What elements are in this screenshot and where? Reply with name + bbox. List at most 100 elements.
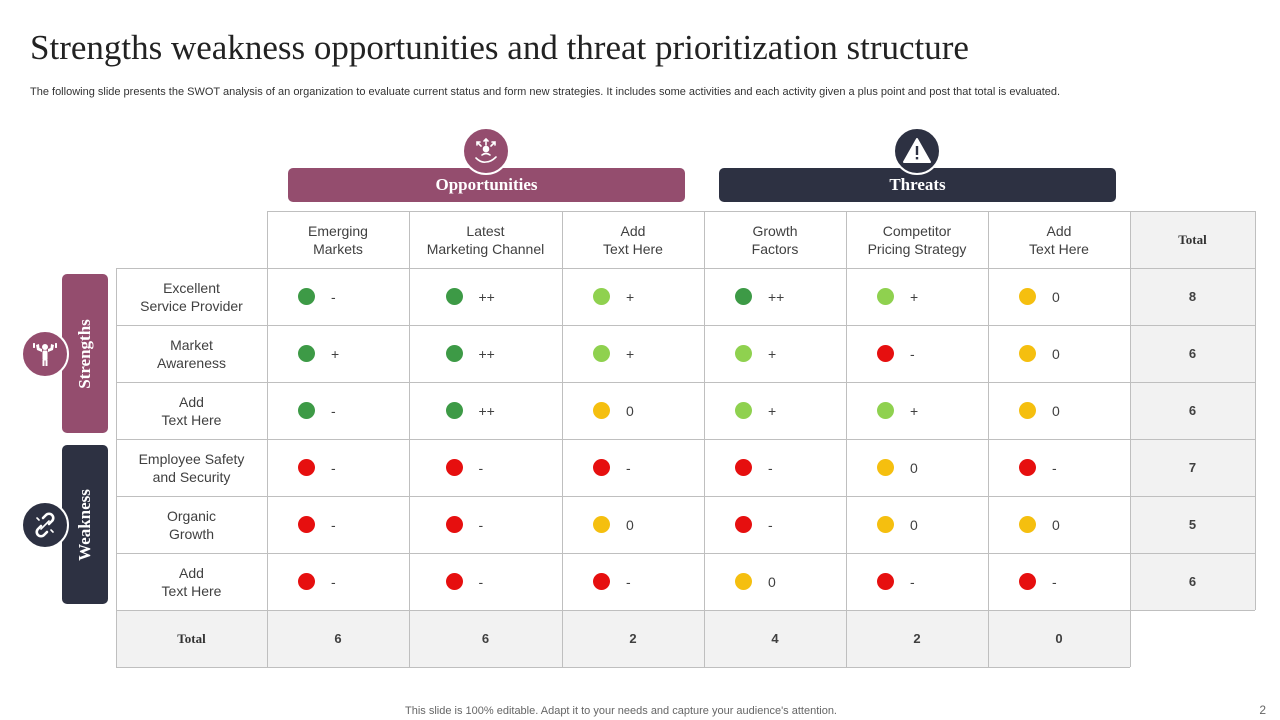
rating-dot-dark-green [298, 345, 315, 362]
column-header-line1: Add [620, 222, 646, 239]
row-label-line2: Service Provider [140, 297, 243, 314]
rating-dot-red [298, 516, 315, 533]
rating-dot-red [877, 573, 894, 590]
grid-line-v [409, 211, 410, 667]
row-label: Market Awareness [116, 325, 267, 382]
rating-dot-dark-green [445, 345, 463, 362]
row-label-line2: Growth [168, 525, 215, 542]
rating-symbol: 0 [626, 516, 634, 533]
column-header: Add Text Here [988, 211, 1130, 268]
grid-line-h [116, 496, 1255, 497]
rating-symbol: - [478, 573, 484, 590]
rating-dot-light-green [877, 402, 894, 419]
rating-symbol: 0 [910, 459, 918, 476]
column-header-line2: Factors [751, 240, 799, 257]
rating-symbol: - [331, 573, 336, 590]
grid-line-v [704, 211, 705, 667]
footer-note: This slide is 100% editable. Adapt it to… [405, 705, 837, 717]
rating-cell: - [298, 496, 347, 553]
rating-cell: - [735, 439, 784, 496]
total-row-label: Total [177, 630, 206, 646]
rating-dot-light-green [593, 288, 610, 305]
rating-dot-yellow [877, 516, 894, 533]
broken-chain-icon [21, 501, 69, 549]
rating-dot-yellow [1019, 345, 1036, 362]
grid-line-h [116, 610, 1255, 611]
rating-dot-yellow [1019, 402, 1036, 419]
column-total: 2 [629, 630, 637, 646]
rating-cell: + [877, 382, 926, 439]
rating-cell: 0 [593, 382, 642, 439]
rating-dot-red [1019, 459, 1036, 476]
rating-dot-yellow [877, 459, 894, 476]
rating-symbol: - [1052, 573, 1057, 590]
rating-cell: 0 [1019, 325, 1068, 382]
grid-line-h [267, 211, 1255, 212]
row-label-line1: Excellent [163, 279, 220, 296]
rating-dot-red [877, 345, 894, 362]
rating-cell: + [298, 325, 347, 382]
rating-symbol: + [768, 345, 777, 362]
rating-dot-dark-green [298, 402, 315, 419]
rating-cell: ++ [445, 325, 495, 382]
rating-cell: + [877, 268, 926, 325]
row-total: 6 [1188, 402, 1197, 418]
grid-line-v [1130, 211, 1131, 667]
rating-symbol: - [478, 459, 484, 476]
row-total: 7 [1188, 459, 1197, 475]
row-label: Excellent Service Provider [116, 268, 267, 325]
rating-dot-yellow [1019, 288, 1036, 305]
grid-line-h [116, 667, 1130, 668]
column-header: Emerging Markets [267, 211, 409, 268]
row-label-line2: Awareness [156, 354, 226, 371]
rating-cell: - [1019, 439, 1068, 496]
column-total: 2 [913, 630, 921, 646]
rating-symbol: 0 [1052, 345, 1060, 362]
column-header-line1: Competitor [882, 222, 952, 239]
rating-symbol: - [331, 516, 336, 533]
column-header-line2: Marketing Channel [426, 240, 545, 257]
grid-line-h [116, 382, 1255, 383]
grid-line-v [988, 211, 989, 667]
column-header-line1: Emerging [308, 222, 368, 239]
rating-cell: ++ [735, 268, 784, 325]
rating-cell: ++ [445, 382, 495, 439]
rating-dot-yellow [1019, 516, 1036, 533]
rating-cell: 0 [1019, 496, 1068, 553]
rating-symbol: + [910, 402, 919, 419]
rating-dot-red [298, 459, 315, 476]
rating-symbol: - [331, 459, 336, 476]
row-label: Organic Growth [116, 496, 267, 553]
strengths-label: Strengths [75, 318, 94, 389]
rating-cell: + [593, 325, 642, 382]
rating-cell: - [445, 439, 495, 496]
total-row-bg [116, 610, 1130, 667]
rating-cell: 0 [593, 496, 642, 553]
rating-symbol: - [478, 516, 484, 533]
row-label-line1: Add [179, 564, 204, 581]
rating-symbol: 0 [1052, 288, 1060, 305]
rating-dot-dark-green [445, 402, 463, 419]
rating-cell: - [298, 268, 347, 325]
column-total: 6 [481, 630, 490, 646]
row-total: 6 [1188, 573, 1197, 589]
strengths-band: Strengths [62, 274, 108, 433]
grid-line-v [267, 211, 268, 667]
rating-dot-red [445, 573, 463, 590]
rating-symbol: - [910, 345, 915, 362]
page-title: Strengths weakness opportunities and thr… [30, 28, 969, 67]
rating-dot-dark-green [445, 288, 463, 305]
rating-dot-light-green [735, 345, 752, 362]
rating-cell: 0 [877, 496, 926, 553]
rating-dot-red [735, 516, 752, 533]
total-column-header: Total [1178, 231, 1207, 247]
grid-line-h [116, 553, 1255, 554]
rating-dot-yellow [735, 573, 752, 590]
rating-symbol: ++ [768, 288, 785, 305]
row-label-line1: Organic [166, 507, 217, 524]
rating-dot-red [593, 459, 610, 476]
rating-symbol: 0 [910, 516, 918, 533]
grid-line-v [116, 268, 117, 667]
column-total: 6 [334, 630, 342, 646]
rating-cell: - [877, 553, 926, 610]
